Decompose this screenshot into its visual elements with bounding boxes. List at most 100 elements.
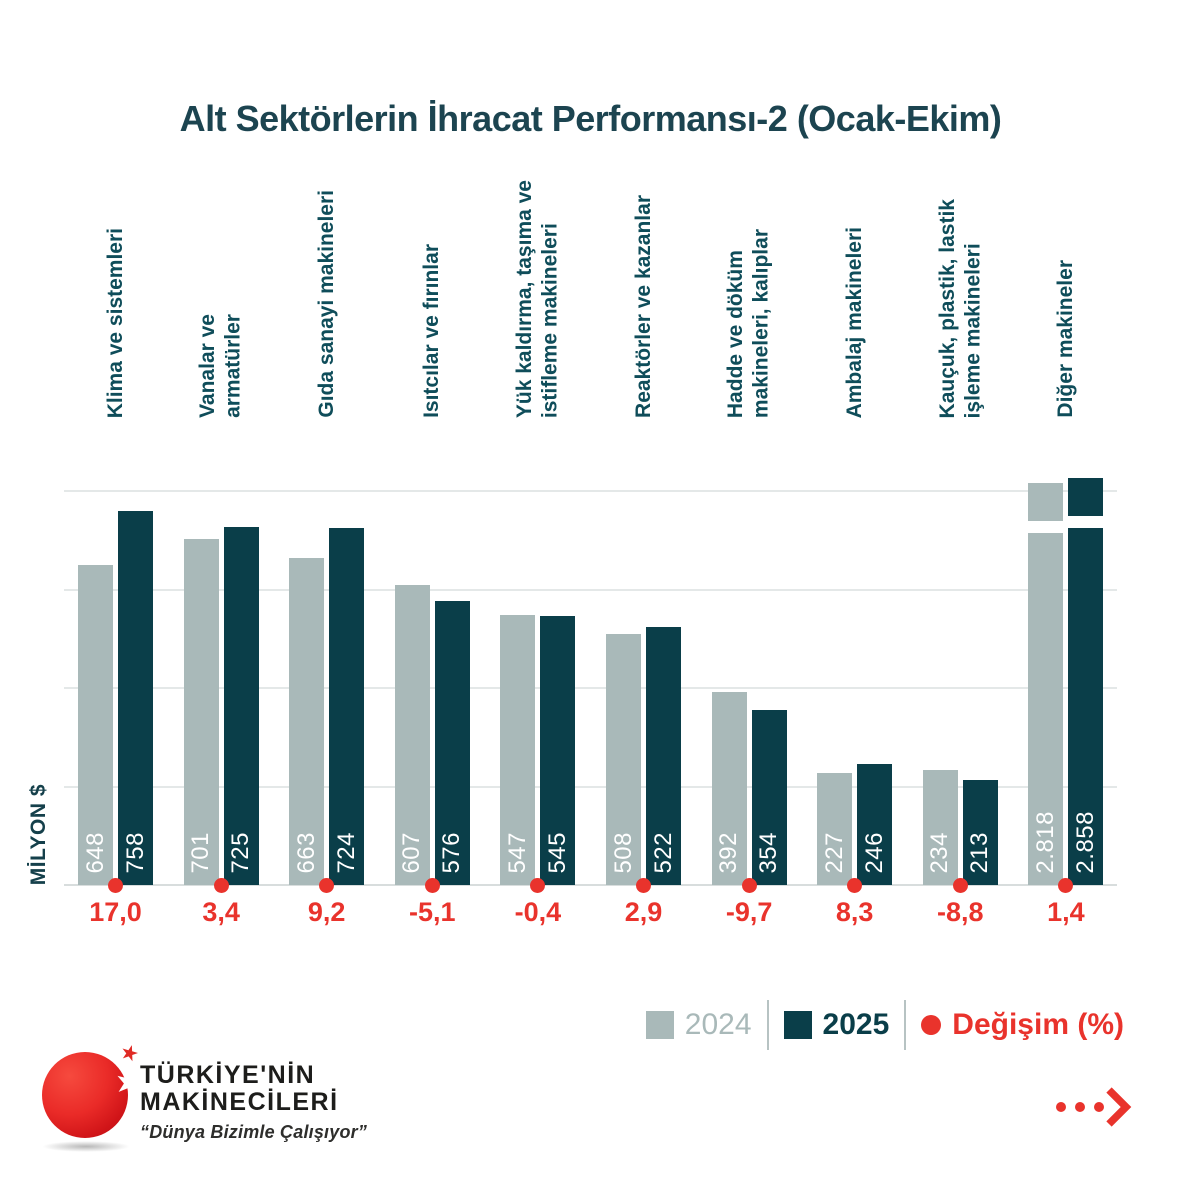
logo-shadow	[42, 1141, 130, 1152]
legend-label-2025: 2025	[822, 1008, 890, 1041]
bar-value-label: 213	[966, 832, 994, 874]
bar-2024-9: 2.818	[1028, 532, 1064, 885]
change-dot-1	[213, 877, 229, 893]
bar-2025-9: 2.858	[1068, 527, 1104, 885]
bar-value-label: 545	[543, 832, 571, 874]
category-label-text: Vanalar ve armatürler	[196, 314, 246, 418]
grid-line	[64, 785, 1117, 788]
logo-red-globe-icon	[42, 1052, 128, 1138]
chart-title: Alt Sektörlerin İhracat Performansı-2 (O…	[179, 98, 1002, 139]
star-icon: ★	[117, 1039, 142, 1068]
category-label-text: Yük kaldırma, taşıma ve istifleme makine…	[513, 179, 562, 418]
grid-line	[64, 490, 1117, 492]
bar-2024-4: 547	[500, 615, 536, 885]
y-axis-label: MİLYON $	[27, 783, 50, 885]
bar-value-label: 648	[81, 832, 109, 874]
change-dot-2	[319, 877, 335, 893]
change-value-5: 2,9	[624, 897, 663, 927]
category-label-text: Gıda sanayi makineleri	[314, 190, 338, 418]
x-axis-line	[64, 884, 1117, 886]
legend-label-change: Değişim (%)	[952, 1008, 1124, 1041]
legend-change-dot-icon	[921, 1015, 942, 1035]
category-label-text: Diğer makineler	[1054, 260, 1078, 418]
bar-2024-7: 227	[817, 772, 853, 885]
legend-swatch-2024	[645, 1011, 674, 1039]
category-label-text: Klima ve sistemleri	[103, 227, 127, 418]
bar-value-label: 2.818	[1031, 811, 1059, 874]
bar-value-label: 234	[926, 832, 954, 874]
dotted-forward-arrow-icon	[1056, 1087, 1132, 1127]
logo-name-line1: TÜRKİYE'NİN	[140, 1061, 316, 1089]
legend-swatch-2025	[783, 1011, 812, 1039]
category-label-text: Reaktörler ve kazanlar	[631, 195, 655, 418]
bar-2025-0: 758	[118, 510, 153, 885]
legend-item-change: Değişim (%)	[921, 1010, 1124, 1040]
change-value-1: 3,4	[202, 897, 240, 927]
bar-value-label: 2.858	[1071, 811, 1099, 874]
bar-2025-8: 213	[962, 779, 998, 885]
change-dot-4	[530, 877, 546, 893]
bar-break-cap-2024-9	[1028, 482, 1064, 521]
bar-2024-1: 701	[183, 539, 219, 885]
bar-2024-5: 508	[606, 634, 641, 885]
change-value-3: -5,1	[409, 897, 456, 927]
change-dot-9	[1058, 877, 1074, 893]
change-value-9: 1,4	[1047, 897, 1085, 927]
logo-name-line2: MAKİNECİLERİ	[140, 1087, 339, 1116]
bar-value-label: 663	[292, 832, 320, 874]
category-label-text: Ambalaj makineleri	[842, 226, 866, 418]
bar-value-label: 508	[609, 832, 637, 874]
bar-2025-2: 724	[329, 527, 365, 885]
change-value-7: 8,3	[835, 897, 874, 927]
change-dot-5	[636, 877, 651, 893]
change-dot-3	[424, 877, 440, 893]
bar-break-cap-2025-9	[1068, 477, 1104, 516]
bar-value-label: 701	[187, 832, 215, 874]
bar-2025-3: 576	[434, 600, 470, 885]
bar-2025-4: 545	[540, 616, 576, 885]
bar-value-label: 354	[755, 832, 783, 874]
change-dot-8	[952, 877, 968, 893]
category-label-text: Hadde ve döküm makineleri, kalıplar	[724, 228, 774, 418]
bar-value-label: 547	[503, 832, 531, 874]
category-label-9: Diğer makineler	[996, 176, 1136, 418]
legend-label-2024: 2024	[684, 1008, 752, 1041]
grid-line	[64, 588, 1117, 591]
bar-value-label: 758	[121, 832, 149, 874]
bar-2025-7: 246	[857, 763, 893, 885]
bar-value-label: 576	[438, 832, 466, 874]
logo-text: TÜRKİYE'NİN MAKİNECİLERİ “Dünya Bizimle …	[140, 1062, 367, 1143]
change-value-2: 9,2	[307, 897, 346, 927]
logo-tagline: “Dünya Bizimle Çalışıyor”	[140, 1122, 368, 1142]
bar-value-label: 725	[227, 832, 255, 874]
bar-2024-6: 392	[711, 691, 747, 885]
bar-value-label: 227	[820, 832, 848, 874]
bar-value-label: 246	[860, 832, 888, 874]
bar-value-label: 392	[715, 832, 743, 874]
legend-item-2024: 2024	[645, 1008, 752, 1041]
change-dot-6	[741, 877, 757, 893]
grid-line	[64, 687, 1117, 689]
bar-2025-1: 725	[223, 527, 259, 885]
legend-divider	[766, 1000, 769, 1050]
category-label-text: Kauçuk, plastik, lastik işleme makineler…	[935, 198, 985, 418]
legend-item-2025: 2025	[783, 1008, 890, 1041]
change-value-0: 17,0	[89, 897, 142, 927]
bar-value-label: 724	[332, 832, 360, 874]
bar-2025-6: 354	[751, 710, 787, 885]
bar-2024-0: 648	[78, 565, 113, 885]
change-value-4: -0,4	[514, 897, 562, 927]
category-label-text: Isıtcılar ve fırınlar	[420, 244, 444, 418]
change-value-6: -9,7	[725, 897, 773, 927]
legend-divider	[904, 1000, 907, 1050]
bar-2024-8: 234	[922, 769, 958, 885]
change-dot-7	[847, 877, 863, 893]
bar-2024-2: 663	[289, 557, 325, 885]
change-value-8: -8,8	[937, 897, 984, 927]
brand-logo: ★ ★ TÜRKİYE'NİN MAKİNECİLERİ “Dünya Bizi…	[40, 1039, 380, 1168]
bar-2024-3: 607	[394, 585, 430, 885]
change-dot-0	[108, 877, 123, 893]
bar-value-label: 522	[649, 832, 677, 874]
y-axis-label-wrap: MİLYON $	[18, 742, 60, 885]
